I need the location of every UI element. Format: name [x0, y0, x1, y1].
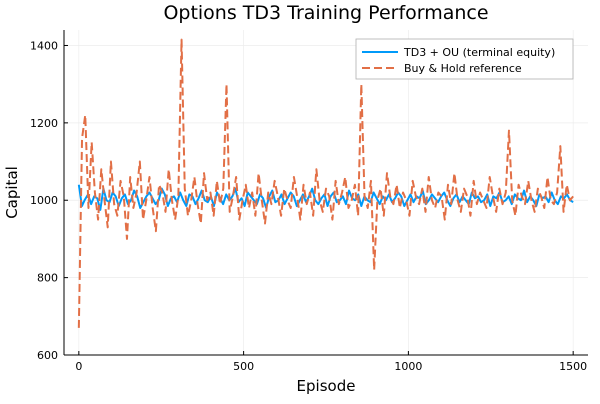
- x-tick-label: 0: [75, 360, 82, 373]
- series-layer: [77, 38, 574, 328]
- axes: 0 500 1000 1500 600 800 1000 1200 1400: [30, 30, 588, 373]
- legend-label-buy-hold: Buy & Hold reference: [404, 62, 522, 75]
- x-tick-label: 500: [233, 360, 254, 373]
- legend-box: [355, 38, 574, 80]
- y-tick-label: 600: [37, 349, 58, 362]
- y-tick-label: 800: [37, 272, 58, 285]
- y-tick-label: 1000: [30, 194, 58, 207]
- legend-label-td3: TD3 + OU (terminal equity): [403, 46, 555, 59]
- x-axis-title: Episode: [297, 377, 356, 395]
- series-line-buy-hold: [77, 38, 574, 328]
- x-tick-label: 1500: [559, 360, 587, 373]
- legend: TD3 + OU (terminal equity) Buy & Hold re…: [355, 38, 574, 80]
- y-tick-label: 1200: [30, 117, 58, 130]
- chart-title: Options TD3 Training Performance: [163, 2, 488, 24]
- x-tick-label: 1000: [394, 360, 422, 373]
- y-axis-title: Capital: [3, 166, 21, 219]
- y-tick-label: 1400: [30, 39, 58, 52]
